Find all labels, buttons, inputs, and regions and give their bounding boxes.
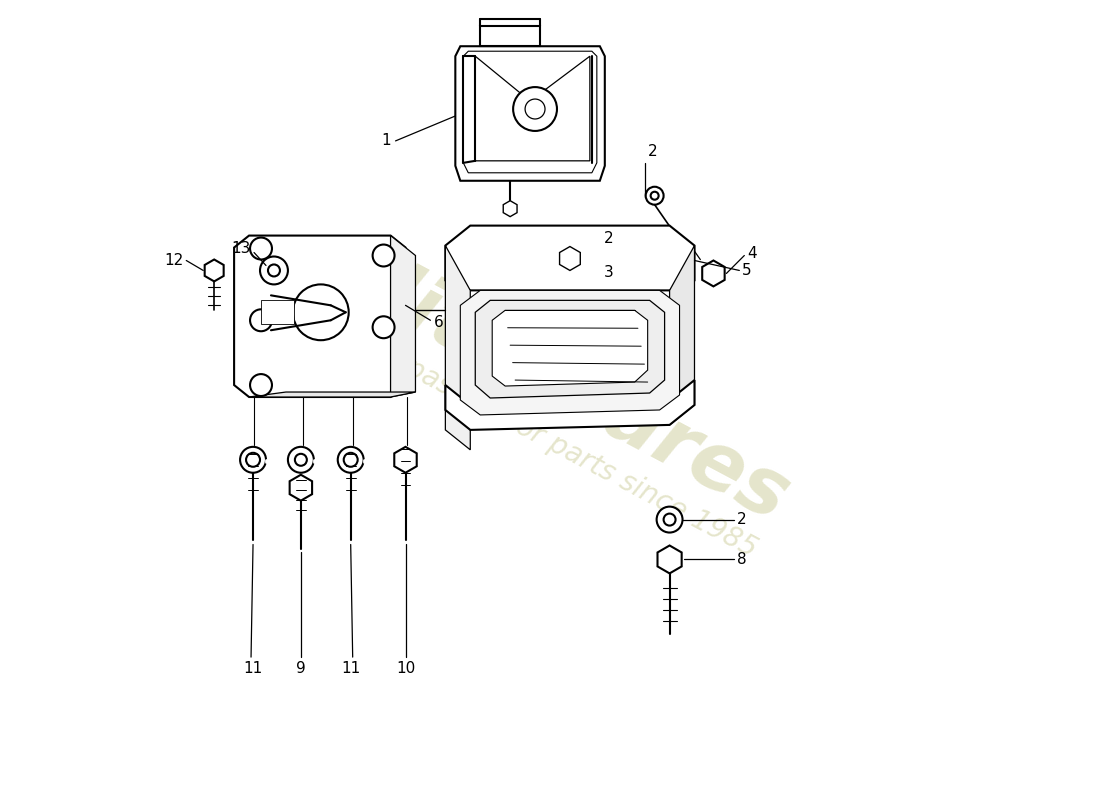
Circle shape <box>268 265 279 277</box>
Polygon shape <box>658 546 682 574</box>
Text: 6: 6 <box>433 314 443 330</box>
Text: 11: 11 <box>243 661 263 676</box>
Text: 11: 11 <box>341 661 361 676</box>
Circle shape <box>646 186 663 205</box>
Circle shape <box>373 245 395 266</box>
Polygon shape <box>446 380 694 430</box>
Polygon shape <box>560 246 581 270</box>
Circle shape <box>663 514 675 526</box>
Polygon shape <box>261 300 294 324</box>
Text: a passion for parts since 1985: a passion for parts since 1985 <box>378 341 762 562</box>
Circle shape <box>513 87 557 131</box>
Circle shape <box>250 238 272 259</box>
Circle shape <box>295 454 307 466</box>
Polygon shape <box>492 310 648 386</box>
Polygon shape <box>249 392 416 397</box>
Polygon shape <box>518 257 542 285</box>
Polygon shape <box>481 26 540 46</box>
Polygon shape <box>670 246 694 425</box>
Text: 5: 5 <box>742 263 752 278</box>
Circle shape <box>260 257 288 285</box>
Circle shape <box>293 285 349 340</box>
Text: 10: 10 <box>396 661 415 676</box>
Text: 2: 2 <box>737 512 747 527</box>
Text: 2: 2 <box>604 231 614 246</box>
Polygon shape <box>205 259 223 282</box>
Circle shape <box>650 192 659 200</box>
Polygon shape <box>503 201 517 217</box>
Text: 3: 3 <box>604 265 614 280</box>
Circle shape <box>288 447 313 473</box>
Polygon shape <box>463 51 597 173</box>
Circle shape <box>518 230 542 254</box>
Circle shape <box>246 453 260 466</box>
Polygon shape <box>455 46 605 181</box>
Polygon shape <box>446 246 471 450</box>
Text: 1: 1 <box>381 134 390 149</box>
Circle shape <box>657 506 682 533</box>
Text: 2: 2 <box>648 144 658 159</box>
Circle shape <box>373 316 395 338</box>
Text: 13: 13 <box>232 241 251 256</box>
Circle shape <box>338 447 364 473</box>
Polygon shape <box>702 261 725 286</box>
Polygon shape <box>475 56 590 161</box>
Circle shape <box>250 374 272 396</box>
Text: 12: 12 <box>164 253 184 268</box>
Circle shape <box>525 238 535 247</box>
Polygon shape <box>234 235 406 397</box>
Circle shape <box>343 453 358 466</box>
Polygon shape <box>394 447 417 473</box>
Polygon shape <box>289 474 312 501</box>
Circle shape <box>525 99 544 119</box>
Text: 9: 9 <box>296 661 306 676</box>
Polygon shape <box>460 290 680 415</box>
Text: 8: 8 <box>737 552 747 567</box>
Text: 4: 4 <box>747 246 757 261</box>
Circle shape <box>250 310 272 331</box>
Polygon shape <box>446 226 694 290</box>
Text: elitespares: elitespares <box>319 232 801 538</box>
Polygon shape <box>475 300 664 398</box>
Circle shape <box>240 447 266 473</box>
Polygon shape <box>390 235 416 397</box>
